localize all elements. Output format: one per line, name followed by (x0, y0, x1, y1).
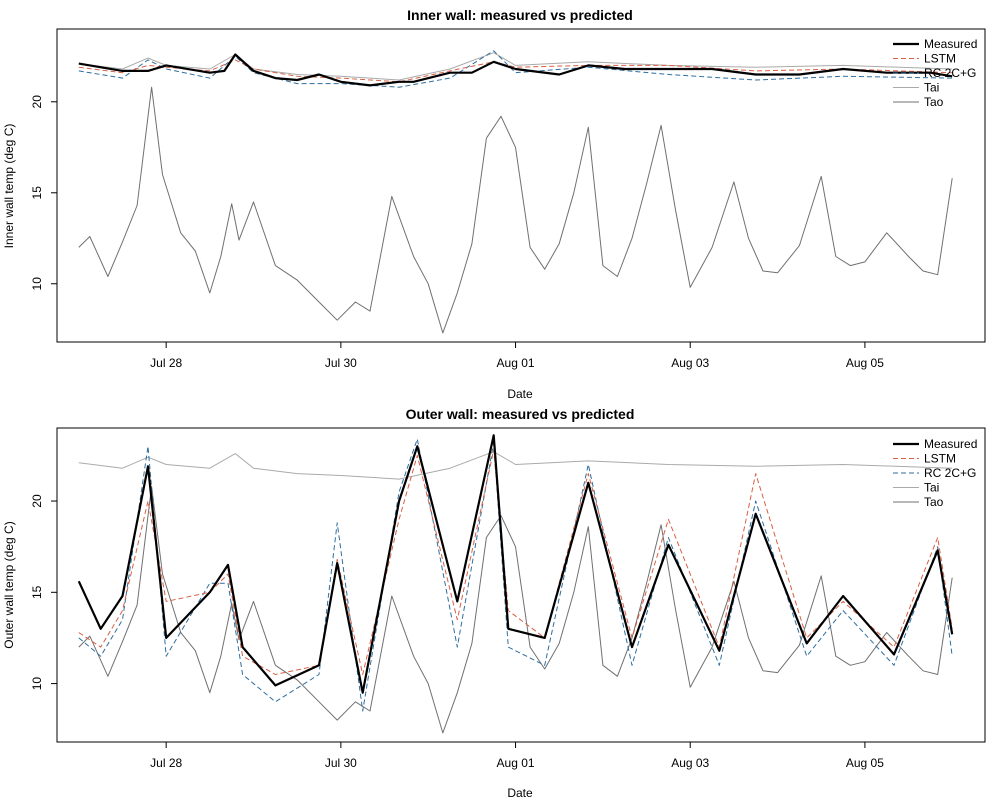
series-line-measured (78, 53, 953, 87)
x-tick-label: Jul 28 (150, 756, 182, 770)
series-line-rc-2c-g (78, 438, 953, 712)
x-axis-label: Date (507, 387, 533, 401)
plot-frame (56, 28, 986, 343)
x-axis-label: Date (507, 786, 533, 800)
series-line-tai (78, 451, 953, 480)
y-tick-label: 10 (30, 677, 44, 691)
y-tick-label: 20 (30, 95, 44, 109)
series-line-lstm (78, 449, 953, 675)
series-line-measured (77, 434, 954, 694)
y-axis-label: Inner wall temp (deg C) (2, 124, 16, 249)
legend-label: LSTM (924, 52, 956, 66)
series-line-tao (78, 86, 953, 334)
x-tick-label: Jul 30 (325, 756, 357, 770)
plot-frame (56, 427, 986, 743)
y-tick-label: 10 (30, 277, 44, 291)
x-tick-label: Aug 01 (497, 356, 535, 370)
series-line-tao (78, 485, 953, 734)
x-tick-label: Jul 30 (325, 356, 357, 370)
inner-wall-panel: Inner wall: measured vs predicted Date I… (2, 7, 986, 401)
series-line-lstm (78, 59, 953, 83)
x-tick-label: Aug 05 (846, 756, 884, 770)
legend-label: Measured (924, 37, 977, 51)
legend-label: Tao (924, 95, 944, 109)
legend-label: LSTM (924, 452, 956, 466)
legend-label: Tai (924, 481, 939, 495)
chart-title: Outer wall: measured vs predicted (406, 406, 635, 422)
x-tick-label: Aug 05 (846, 356, 884, 370)
legend-label: RC 2C+G (924, 66, 976, 80)
legend-label: Tao (924, 495, 944, 509)
x-tick-label: Aug 03 (671, 756, 709, 770)
y-tick-label: 15 (30, 585, 44, 599)
x-tick-label: Aug 01 (497, 756, 535, 770)
y-tick-label: 15 (30, 186, 44, 200)
outer-wall-panel: Outer wall: measured vs predicted Date O… (2, 406, 986, 800)
x-tick-label: Aug 03 (671, 356, 709, 370)
chart-title: Inner wall: measured vs predicted (407, 7, 633, 23)
series-line-tai (78, 52, 953, 81)
y-tick-label: 20 (30, 494, 44, 508)
legend-label: Tai (924, 81, 939, 95)
legend-label: RC 2C+G (924, 466, 976, 480)
x-tick-label: Jul 28 (150, 356, 182, 370)
y-axis-label: Outer wall temp (deg C) (2, 521, 16, 648)
legend-label: Measured (924, 437, 977, 451)
